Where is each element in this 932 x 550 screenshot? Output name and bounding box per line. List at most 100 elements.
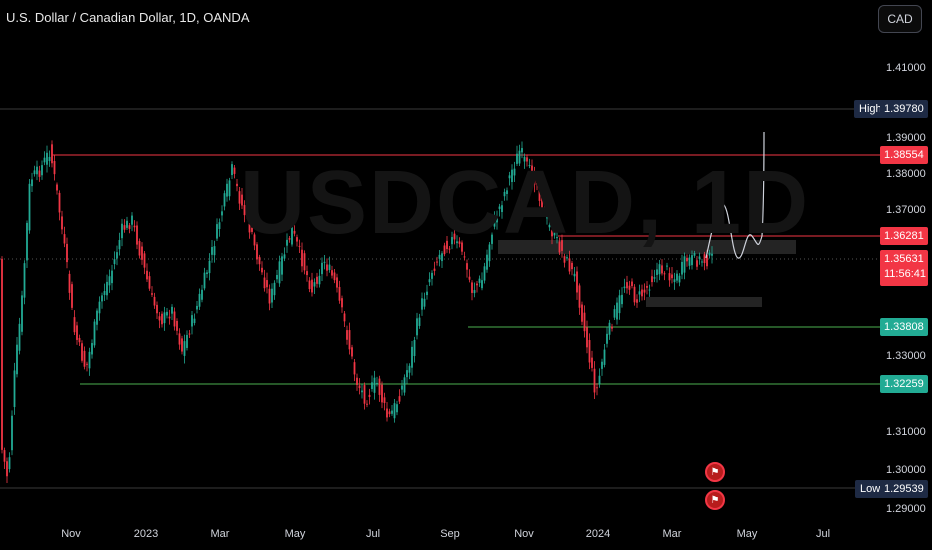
candle-body bbox=[558, 241, 561, 253]
candle-body bbox=[391, 410, 393, 414]
candle-body bbox=[16, 344, 18, 375]
candle-body bbox=[418, 317, 421, 326]
candle-body bbox=[36, 166, 38, 175]
candle-body bbox=[508, 175, 511, 179]
candle-body bbox=[158, 316, 161, 321]
high-value: 1.39780 bbox=[880, 100, 928, 118]
candle-body bbox=[163, 312, 166, 324]
chart-title: U.S. Dollar / Canadian Dollar, 1D, OANDA bbox=[6, 10, 250, 25]
flag-icon[interactable]: ⚑ bbox=[705, 462, 725, 482]
candle-body bbox=[181, 338, 183, 352]
candle-body bbox=[611, 326, 613, 329]
candle-body bbox=[683, 256, 686, 273]
candle-body bbox=[458, 241, 461, 244]
projection-path bbox=[705, 131, 765, 259]
candle-body bbox=[673, 279, 676, 283]
candle-body bbox=[711, 253, 713, 256]
candle-body bbox=[496, 218, 498, 223]
candle-body bbox=[331, 270, 333, 276]
candle-body bbox=[273, 282, 276, 296]
candle-body bbox=[263, 277, 266, 289]
support-zone bbox=[646, 297, 762, 307]
candle-body bbox=[698, 256, 701, 259]
candle-body bbox=[641, 289, 643, 297]
resistance-1-tag: 1.38554 bbox=[880, 146, 928, 164]
candle-body bbox=[53, 161, 56, 175]
candle-body bbox=[231, 164, 233, 176]
candle-body bbox=[366, 403, 368, 405]
candle-body bbox=[46, 152, 48, 165]
candle-body bbox=[201, 289, 203, 300]
candle-body bbox=[676, 273, 678, 281]
candle-body bbox=[701, 261, 703, 263]
candle-body bbox=[583, 312, 586, 332]
candle-body bbox=[646, 285, 648, 288]
currency-button[interactable]: CAD bbox=[878, 5, 922, 33]
candle-body bbox=[473, 290, 476, 294]
candle-body bbox=[191, 315, 193, 327]
candle-body bbox=[428, 279, 431, 283]
candle-body bbox=[303, 253, 306, 271]
candle-body bbox=[26, 222, 28, 261]
candle-body bbox=[591, 357, 593, 368]
candle-body bbox=[598, 375, 601, 385]
candle-body bbox=[91, 343, 93, 355]
candle-body bbox=[443, 245, 446, 255]
candle-body bbox=[438, 254, 441, 259]
candle-body bbox=[186, 335, 188, 348]
candle-body bbox=[511, 169, 513, 182]
candle-body bbox=[486, 254, 488, 270]
candle-body bbox=[451, 237, 453, 245]
candle-body bbox=[416, 318, 418, 336]
bar-countdown: 11:56:41 bbox=[884, 268, 927, 280]
candle-body bbox=[146, 270, 148, 280]
time-label: Sep bbox=[440, 528, 460, 540]
candle-body bbox=[456, 241, 458, 244]
candle-body bbox=[123, 225, 126, 230]
price-tick: 1.38000 bbox=[886, 168, 926, 180]
candle-body bbox=[576, 271, 578, 293]
candle-body bbox=[278, 261, 281, 284]
candle-body bbox=[313, 282, 316, 287]
candle-body bbox=[401, 385, 403, 390]
candle-body bbox=[483, 266, 486, 281]
time-label: Nov bbox=[514, 528, 534, 540]
candle-body bbox=[516, 153, 518, 164]
candle-body bbox=[526, 157, 528, 162]
flag-icon[interactable]: ⚑ bbox=[705, 490, 725, 510]
candle-body bbox=[326, 264, 328, 271]
candle-body bbox=[173, 311, 176, 327]
candle-body bbox=[8, 457, 11, 470]
candle-body bbox=[296, 237, 298, 242]
price-tick: 1.37000 bbox=[886, 204, 926, 216]
candle-body bbox=[96, 310, 98, 325]
candle-body bbox=[188, 333, 191, 335]
candle-body bbox=[103, 291, 106, 295]
candle-body bbox=[691, 255, 693, 266]
candle-body bbox=[253, 234, 256, 246]
candle-body bbox=[601, 361, 603, 369]
candle-body bbox=[528, 165, 531, 167]
candle-body bbox=[358, 385, 361, 389]
candle-body bbox=[461, 242, 463, 252]
candle-body bbox=[243, 205, 246, 216]
candle-body bbox=[1, 258, 3, 450]
candle-body bbox=[518, 150, 521, 164]
candle-body bbox=[376, 382, 378, 384]
candle-body bbox=[633, 286, 636, 303]
candle-body bbox=[83, 350, 86, 367]
candle-body bbox=[551, 230, 553, 237]
time-label: Nov bbox=[61, 528, 81, 540]
candle-body bbox=[606, 333, 608, 344]
candle-body bbox=[588, 340, 591, 363]
candle-body bbox=[111, 270, 113, 284]
candle-body bbox=[423, 298, 426, 307]
candle-body bbox=[386, 408, 388, 418]
candle-body bbox=[76, 325, 78, 340]
candle-body bbox=[448, 248, 451, 250]
candle-body bbox=[368, 394, 371, 398]
candle-body bbox=[138, 240, 141, 256]
candle-body bbox=[133, 225, 136, 228]
candle-body bbox=[223, 193, 226, 207]
